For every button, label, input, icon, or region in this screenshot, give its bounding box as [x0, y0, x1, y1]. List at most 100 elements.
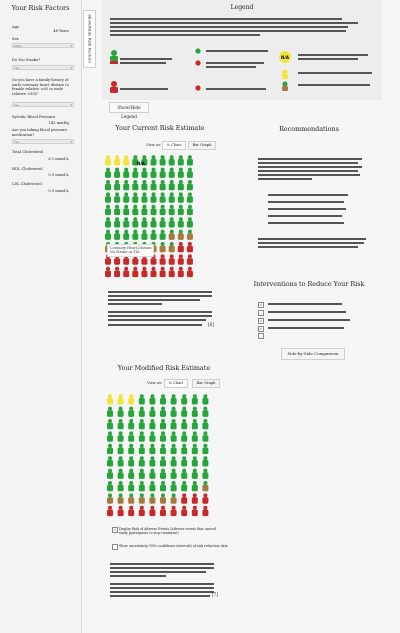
- person-icon-green: [123, 180, 130, 191]
- person-icon-green: [191, 468, 198, 479]
- person-icon-green: [202, 456, 209, 467]
- show-uncertainty-label: Show uncertainty (95% confidence interva…: [119, 544, 228, 548]
- person-icon-yellow: [128, 394, 135, 405]
- person-icon-green: [141, 167, 148, 178]
- person-icon-green: [117, 406, 124, 417]
- person-icon-green: [191, 431, 198, 442]
- person-icon-red: [107, 505, 113, 517]
- current-percent-chart-button[interactable]: % Chart: [162, 141, 186, 150]
- person-icon-green: [138, 419, 145, 430]
- current-risk-tooltip: Coronary Heart Disease No Stroke or TIA: [107, 244, 155, 257]
- placeholder-text: [108, 291, 212, 294]
- person-icon-green: [132, 217, 139, 228]
- placeholder-text: [108, 303, 162, 306]
- person-icon-red: [159, 266, 166, 278]
- person-icon-green: [123, 204, 130, 216]
- toggle-risk-factors-tab[interactable]: Show/Hide Risk Factors: [83, 10, 96, 68]
- list-item: [268, 194, 348, 197]
- person-icon-green: [114, 192, 121, 203]
- legend-yellow-na-icon: N/A: [279, 51, 291, 63]
- person-icon-green: [159, 204, 166, 216]
- person-icon-green: [149, 468, 156, 479]
- person-icon-mixed: [160, 493, 166, 504]
- intervention-checkbox-1[interactable]: ✓: [258, 302, 264, 308]
- person-icon-green: [168, 180, 175, 191]
- family-history-select[interactable]: Yes ▾: [12, 102, 74, 107]
- placeholder-text: [110, 563, 214, 566]
- ldl-cholesterol-value[interactable]: 0.9 mmol/L: [48, 189, 69, 193]
- person-icon-red: [186, 254, 193, 265]
- person-icon-green: [159, 229, 166, 240]
- legend-person-yellow-icon: [282, 69, 288, 79]
- current-footnote[interactable]: [6]: [208, 322, 214, 327]
- person-icon-green: [160, 394, 166, 405]
- show-uncertainty-checkbox[interactable]: [112, 544, 118, 550]
- person-icon-green: [191, 419, 198, 430]
- placeholder-text: [108, 315, 212, 318]
- placeholder-text: [258, 174, 360, 177]
- person-icon-red: [132, 266, 139, 278]
- placeholder-text: [206, 66, 256, 69]
- placeholder-text: [108, 299, 200, 302]
- person-icon-green: [150, 217, 157, 228]
- legend-person-red-icon: [110, 81, 118, 93]
- person-icon-green: [150, 167, 157, 178]
- modified-footnote[interactable]: [7]: [212, 592, 218, 597]
- display-adverse-events-label: Display Risk of Adverse Events (Adverse …: [119, 527, 216, 535]
- placeholder-text: [110, 583, 214, 586]
- person-icon-red: [186, 266, 193, 278]
- modified-percent-chart-button[interactable]: % Chart: [164, 379, 188, 388]
- display-adverse-events-checkbox[interactable]: ✓: [112, 527, 118, 533]
- side-by-side-comparison-button[interactable]: Side-by-Side Comparison: [281, 348, 345, 360]
- person-icon-green: [177, 167, 184, 178]
- person-icon-green: [123, 229, 130, 240]
- person-icon-green: [202, 431, 209, 442]
- age-value[interactable]: 48 Years: [53, 29, 69, 33]
- smoke-select[interactable]: Yes ▾: [12, 65, 74, 70]
- person-icon-green: [141, 155, 148, 166]
- person-icon-green: [150, 180, 157, 191]
- person-icon-green: [123, 192, 130, 203]
- intervention-checkbox-5[interactable]: [258, 333, 264, 339]
- person-icon-green: [170, 431, 177, 442]
- sbp-label: Systolic Blood Pressure: [12, 115, 56, 119]
- intervention-label: [268, 327, 344, 330]
- placeholder-text: [298, 58, 358, 61]
- current-bar-graph-button[interactable]: Bar Graph: [188, 141, 216, 150]
- person-icon-green: [160, 419, 166, 430]
- intervention-checkbox-2[interactable]: [258, 310, 264, 316]
- modified-risk-title: Your Modified Risk Estimate: [117, 364, 211, 372]
- modified-bar-graph-button[interactable]: Bar Graph: [192, 379, 220, 388]
- current-people-grid: N/A: [105, 155, 193, 278]
- person-icon-green: [117, 443, 124, 455]
- bp-medication-select[interactable]: Yes ▾: [12, 139, 74, 144]
- intervention-checkbox-4[interactable]: ✓: [258, 326, 264, 332]
- person-icon-green: [160, 406, 166, 417]
- person-icon-green: [138, 468, 145, 479]
- person-icon-yellow: [105, 155, 111, 166]
- person-icon-green: [159, 192, 166, 203]
- toggle-legend-button[interactable]: Show/Hide Legend: [109, 102, 149, 119]
- person-icon-green: [177, 180, 184, 191]
- ldl-cholesterol-label: LDL Cholesterol: [12, 182, 42, 186]
- tooltip-line-2: No Stroke or TIA: [110, 250, 140, 255]
- intervention-checkbox-3[interactable]: ✓: [258, 318, 264, 324]
- person-icon-green: [128, 481, 135, 492]
- person-icon-red: [160, 505, 166, 517]
- person-icon-green: [105, 217, 111, 228]
- legend-person-green-red-icon: [110, 50, 118, 64]
- person-icon-green: [170, 406, 177, 417]
- person-icon-green: [181, 419, 188, 430]
- person-icon-green: [138, 431, 145, 442]
- person-icon-red: [150, 266, 157, 278]
- total-cholesterol-value[interactable]: 6.1 mmol/L: [48, 157, 69, 161]
- person-icon-green: [159, 217, 166, 228]
- hdl-cholesterol-value[interactable]: 0.9 mmol/L: [48, 173, 69, 177]
- person-icon-green: [202, 468, 209, 479]
- sex-select[interactable]: Male ▾: [12, 43, 74, 48]
- sidebar-title: Your Risk Factors: [11, 4, 70, 12]
- placeholder-text: [110, 587, 214, 590]
- person-icon-green: [186, 204, 193, 216]
- sbp-value[interactable]: 143 mmHg: [48, 121, 69, 125]
- person-icon-green: [160, 431, 166, 442]
